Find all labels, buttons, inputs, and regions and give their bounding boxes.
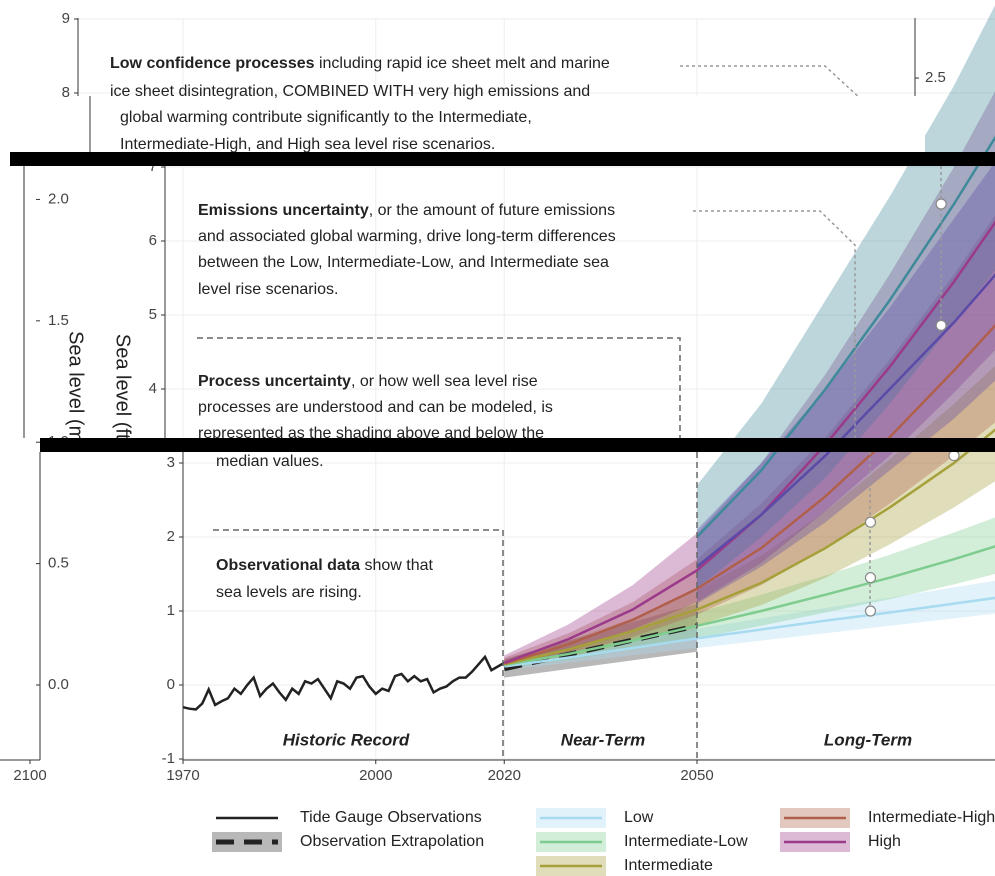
legend-label: Intermediate — [624, 857, 713, 874]
annotation-text: , or how well sea level rise — [351, 373, 538, 390]
annotation-text: represented as the shading above and bel… — [198, 425, 544, 442]
period-label: Historic Record — [283, 730, 410, 749]
annotation-line: level rise scenarios. — [198, 281, 339, 298]
marker — [864, 572, 877, 584]
marker — [935, 198, 947, 210]
annotation-bold: Observational data — [216, 557, 360, 574]
period-label: Near-Term — [561, 730, 645, 749]
glitch-bar — [40, 438, 995, 452]
y2-tick-label: 0.0 — [48, 676, 69, 693]
legend-label: Tide Gauge Observations — [300, 809, 482, 826]
annotation-line: Emissions uncertainty, or the amount of … — [198, 202, 615, 219]
annotation-text: show that — [360, 557, 433, 574]
legend-label: Observation Extrapolation — [300, 833, 484, 850]
overlay-box — [90, 96, 925, 152]
guides — [197, 65, 959, 760]
annotation-text: Intermediate-High, and High sea level ri… — [120, 136, 495, 153]
y-tick-label: 6 — [149, 232, 157, 249]
x-tick-label: 2100 — [13, 767, 46, 784]
annotation-line: represented as the shading above and bel… — [198, 425, 544, 442]
y-tick-label: 1 — [167, 602, 175, 619]
ticks: -101234567890.00.51.01.52.02.51970200020… — [13, 10, 946, 784]
annotation-text: global warming contribute significantly … — [120, 109, 532, 126]
y-tick-label: 4 — [149, 380, 157, 397]
series-line — [503, 428, 995, 666]
leader-line — [680, 65, 863, 152]
lines — [182, 135, 995, 711]
annotation-line: sea levels are rising. — [216, 584, 362, 601]
y-tick-label: -1 — [162, 750, 175, 767]
marker — [935, 319, 947, 331]
y2-tick-label: 1.5 — [48, 312, 69, 329]
y2-tick-label: 2.5 — [925, 69, 946, 86]
y-tick-label: 0 — [167, 676, 175, 693]
y-tick-label: 9 — [62, 10, 70, 27]
uncertainty-band — [504, 366, 995, 669]
y2-tick-label: 2.0 — [48, 190, 69, 207]
legend: Tide Gauge Observations Observation Extra… — [212, 808, 995, 876]
legend-label: Intermediate-Low — [624, 833, 748, 850]
x-tick-label: 1970 — [166, 767, 199, 784]
marker — [864, 516, 877, 528]
series-line — [696, 273, 995, 568]
x-tick-label: 2050 — [680, 767, 713, 784]
annotation-line: Intermediate-High, and High sea level ri… — [120, 136, 495, 153]
legend-label: High — [868, 833, 901, 850]
annotation-bold: Process uncertainty — [198, 373, 351, 390]
y2-tick-label: 0.5 — [48, 555, 69, 572]
annotation-text: between the Low, Intermediate-Low, and I… — [198, 254, 609, 271]
annotation-line: ice sheet disintegration, COMBINED WITH … — [110, 83, 590, 100]
glitch-bar — [10, 152, 995, 166]
annotation-line: between the Low, Intermediate-Low, and I… — [198, 254, 609, 271]
x-tick-label: 2020 — [488, 767, 521, 784]
series-line — [182, 654, 505, 711]
leader-line — [693, 210, 871, 611]
y-tick-label: 3 — [167, 454, 175, 471]
annotation-line: Process uncertainty, or how well sea lev… — [198, 373, 538, 390]
series-line — [503, 323, 995, 665]
series-line — [696, 135, 995, 538]
period-label: Long-Term — [824, 730, 912, 749]
annotation-text: , or the amount of future emissions — [369, 202, 615, 219]
series-line — [504, 545, 995, 667]
process-box — [197, 337, 698, 760]
legend-label: Low — [624, 809, 654, 826]
x-tick-label: 2000 — [359, 767, 392, 784]
markers — [864, 198, 960, 617]
annotation-line: and associated global warming, drive lon… — [198, 228, 616, 245]
legend-label: Intermediate-High — [868, 809, 995, 826]
annotation-text: ice sheet disintegration, COMBINED WITH … — [110, 83, 590, 100]
annotation-bold: Low confidence processes — [110, 55, 315, 72]
y-tick-label: 8 — [62, 84, 70, 101]
y-tick-label: 7 — [149, 158, 157, 175]
annotation-bold: Emissions uncertainty — [198, 202, 369, 219]
annotations: Low confidence processes including rapid… — [110, 55, 616, 601]
annotation-text: level rise scenarios. — [198, 281, 339, 298]
annotation-text: processes are understood and can be mode… — [198, 399, 553, 416]
annotation-text: median values. — [216, 453, 324, 470]
marker — [864, 605, 877, 617]
annotation-line: global warming contribute significantly … — [120, 109, 532, 126]
y2-axis-title: Sea level (m) — [65, 331, 87, 449]
y-tick-label: 5 — [149, 306, 157, 323]
y-axis-title: Sea level (ft) — [112, 334, 134, 446]
annotation-line: Low confidence processes including rapid… — [110, 55, 610, 72]
series-line — [504, 596, 995, 668]
observation-box — [213, 529, 504, 760]
annotation-line: Observational data show that — [216, 557, 434, 574]
annotation-line: median values. — [216, 453, 324, 470]
marker — [948, 450, 960, 462]
annotation-text: including rapid ice sheet melt and marin… — [315, 55, 610, 72]
annotation-text: sea levels are rising. — [216, 584, 362, 601]
y-tick-label: 2 — [167, 528, 175, 545]
annotation-line: processes are understood and can be mode… — [198, 399, 553, 416]
uncertainty-band — [697, 162, 995, 604]
annotation-text: and associated global warming, drive lon… — [198, 228, 616, 245]
